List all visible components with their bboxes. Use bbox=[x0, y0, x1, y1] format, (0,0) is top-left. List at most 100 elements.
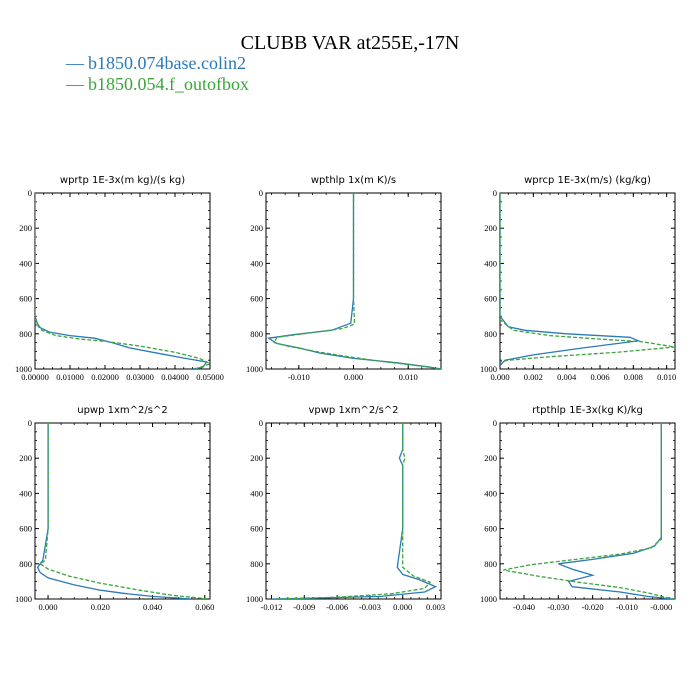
y-tick-label: 200 bbox=[250, 453, 263, 463]
plot-frame bbox=[34, 422, 211, 600]
plot-frame bbox=[34, 192, 211, 370]
x-tick-label: 0.00000 bbox=[21, 372, 49, 382]
y-tick-label: 1000 bbox=[15, 364, 32, 374]
legend-symbol-1: — bbox=[65, 53, 85, 73]
x-tick-label: 0.006 bbox=[590, 372, 609, 382]
chart-panels: wprtp 1E-3x(m kg)/(s kg) 0 200 400 600 800 100… bbox=[15, 175, 676, 612]
y-tick-label: 600 bbox=[19, 294, 32, 304]
legend-symbol-2: — bbox=[65, 74, 85, 94]
series-line-outofbox bbox=[503, 423, 675, 599]
plot-frame bbox=[265, 422, 442, 600]
x-tick-label: -0.006 bbox=[326, 602, 348, 612]
chart-panel-4: upwp 1xm^2/s^2 0 200 400 600 800 1000 0.000 0.02… bbox=[15, 405, 214, 612]
series-line-outofbox bbox=[500, 193, 675, 363]
y-tick-label: 400 bbox=[250, 488, 263, 498]
x-tick-label: 0.010 bbox=[399, 372, 418, 382]
y-tick-label: 600 bbox=[484, 294, 497, 304]
y-tick-label: 0 bbox=[493, 188, 497, 198]
series-line-outofbox bbox=[35, 193, 210, 369]
y-tick-label: 1000 bbox=[15, 594, 32, 604]
legend-entry-1: b1850.074base.colin2 bbox=[88, 53, 246, 73]
y-tick-label: 200 bbox=[484, 223, 497, 233]
x-tick-label: -0.040 bbox=[513, 602, 535, 612]
x-tick-label: 0.008 bbox=[624, 372, 643, 382]
y-tick-label: 1000 bbox=[246, 364, 263, 374]
y-tick-label: 800 bbox=[484, 329, 497, 339]
x-tick-label: -0.020 bbox=[582, 602, 604, 612]
y-tick-label: 800 bbox=[250, 329, 263, 339]
y-tick-label: 800 bbox=[19, 329, 32, 339]
legend: — b1850.074base.colin2 — b1850.054.f_out… bbox=[65, 53, 249, 94]
y-tick-label: 800 bbox=[250, 559, 263, 569]
x-tick-label: 0.01000 bbox=[56, 372, 84, 382]
y-tick-label: 400 bbox=[484, 488, 497, 498]
x-tick-label: 0.020 bbox=[91, 602, 110, 612]
y-tick-label: 800 bbox=[19, 559, 32, 569]
legend-entry-2: b1850.054.f_outofbox bbox=[88, 74, 249, 94]
series-line-base bbox=[35, 193, 208, 369]
x-tick-label: 0.05000 bbox=[196, 372, 224, 382]
x-tick-label: 0.003 bbox=[426, 602, 445, 612]
panel-title: rtpthlp 1E-3x(kg K)/kg bbox=[532, 405, 643, 416]
panel-title: wprtp 1E-3x(m kg)/(s kg) bbox=[60, 175, 185, 186]
x-tick-label: 0.000 bbox=[344, 372, 363, 382]
chart-panel-2: wpthlp 1x(m K)/s 0 200 400 600 800 1000 -0.010 0… bbox=[246, 175, 442, 382]
x-tick-label: -0.010 bbox=[616, 602, 638, 612]
y-tick-label: 200 bbox=[19, 223, 32, 233]
series-line-base bbox=[271, 423, 438, 599]
series-line-base bbox=[558, 423, 672, 599]
x-tick-label: -0.009 bbox=[293, 602, 315, 612]
y-tick-label: 600 bbox=[19, 524, 32, 534]
x-tick-label: 0.060 bbox=[195, 602, 214, 612]
y-tick-label: 1000 bbox=[480, 364, 497, 374]
chart-panel-3: wprcp 1E-3x(m/s) (kg/kg) 0 200 400 600 800 100… bbox=[480, 175, 676, 382]
x-tick-label: -0.030 bbox=[547, 602, 569, 612]
y-tick-label: 600 bbox=[250, 294, 263, 304]
x-tick-label: 0.002 bbox=[524, 372, 543, 382]
x-tick-label: -0.000 bbox=[650, 602, 672, 612]
x-tick-label: 0.02000 bbox=[91, 372, 119, 382]
y-tick-label: 400 bbox=[484, 258, 497, 268]
chart-panel-1: wprtp 1E-3x(m kg)/(s kg) 0 200 400 600 800 100… bbox=[15, 175, 224, 382]
panel-title: wpthlp 1x(m K)/s bbox=[311, 175, 396, 186]
y-tick-label: 600 bbox=[484, 524, 497, 534]
y-tick-label: 800 bbox=[484, 559, 497, 569]
series-line-outofbox bbox=[39, 423, 210, 599]
y-tick-label: 400 bbox=[19, 488, 32, 498]
y-tick-label: 0 bbox=[259, 188, 263, 198]
plot-frame bbox=[499, 422, 676, 600]
x-tick-label: -0.010 bbox=[288, 372, 310, 382]
y-tick-label: 1000 bbox=[480, 594, 497, 604]
series-line-outofbox bbox=[276, 423, 432, 599]
x-tick-label: 0.04000 bbox=[161, 372, 189, 382]
chart-panel-6: rtpthlp 1E-3x(kg K)/kg 0 200 400 600 800 1000 -… bbox=[480, 405, 676, 612]
y-tick-label: 400 bbox=[250, 258, 263, 268]
series-line-base bbox=[36, 423, 192, 599]
y-tick-label: 200 bbox=[250, 223, 263, 233]
y-tick-label: 0 bbox=[493, 418, 497, 428]
y-tick-label: 600 bbox=[250, 524, 263, 534]
y-tick-label: 0 bbox=[259, 418, 263, 428]
y-tick-label: 400 bbox=[19, 258, 32, 268]
x-tick-label: -0.012 bbox=[260, 602, 282, 612]
x-tick-label: 0.000 bbox=[393, 602, 412, 612]
series-line-base bbox=[500, 193, 641, 366]
series-line-base bbox=[266, 193, 441, 369]
chart-panel-5: vpwp 1xm^2/s^2 0 200 400 600 800 1000-0.012 -0.… bbox=[246, 405, 445, 612]
y-tick-label: 0 bbox=[28, 188, 32, 198]
x-tick-label: 0.040 bbox=[143, 602, 162, 612]
y-tick-label: 1000 bbox=[246, 594, 263, 604]
y-tick-label: 200 bbox=[19, 453, 32, 463]
x-tick-label: 0.010 bbox=[657, 372, 676, 382]
panel-title: vpwp 1xm^2/s^2 bbox=[308, 405, 398, 416]
y-tick-label: 200 bbox=[484, 453, 497, 463]
x-tick-label: 0.004 bbox=[557, 372, 577, 382]
y-tick-label: 0 bbox=[28, 418, 32, 428]
x-tick-label: 0.000 bbox=[490, 372, 509, 382]
series-line-outofbox bbox=[273, 193, 441, 369]
x-tick-label: 0.03000 bbox=[126, 372, 154, 382]
x-tick-label: 0.000 bbox=[38, 602, 57, 612]
figure-title: CLUBB VAR at255E,-17N bbox=[241, 32, 460, 54]
x-tick-label: -0.003 bbox=[359, 602, 381, 612]
